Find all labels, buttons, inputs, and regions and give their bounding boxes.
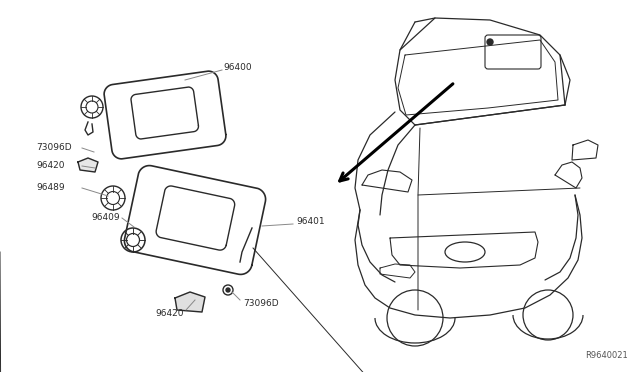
Text: 96401: 96401 bbox=[296, 218, 324, 227]
Text: 96489: 96489 bbox=[36, 183, 65, 192]
Text: 96409: 96409 bbox=[91, 214, 120, 222]
Text: 73096D: 73096D bbox=[243, 298, 278, 308]
Circle shape bbox=[226, 288, 230, 292]
Text: 96420: 96420 bbox=[36, 161, 65, 170]
Text: 73096D: 73096D bbox=[36, 144, 72, 153]
Text: R9640021: R9640021 bbox=[585, 351, 628, 360]
Polygon shape bbox=[175, 292, 205, 312]
Circle shape bbox=[487, 39, 493, 45]
Polygon shape bbox=[78, 158, 98, 172]
Text: 96420: 96420 bbox=[155, 308, 184, 317]
Text: 96400: 96400 bbox=[223, 64, 252, 73]
